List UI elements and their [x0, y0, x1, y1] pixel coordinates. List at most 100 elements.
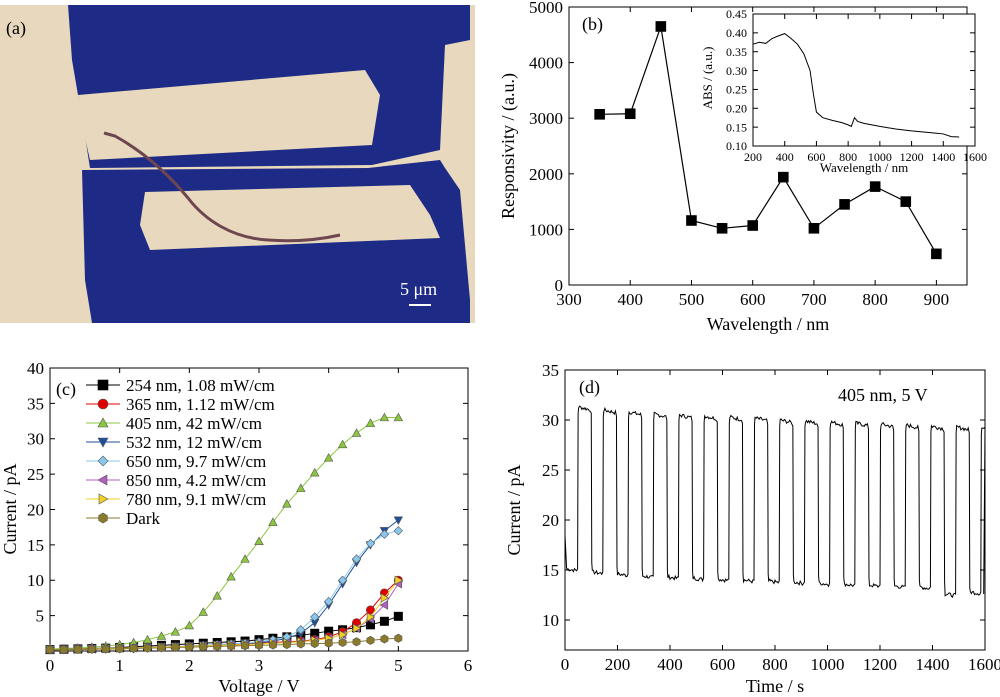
- panel-c-point: [184, 620, 195, 630]
- panel-c-point: [170, 627, 181, 636]
- panel-c-point: [324, 638, 333, 648]
- panel-c-ytick-label: 10: [27, 571, 44, 590]
- panel-c-point: [351, 554, 362, 564]
- panel-c-point: [393, 412, 404, 422]
- panel-c-point: [393, 516, 404, 525]
- panel-c-point: [296, 639, 305, 649]
- panel-d-ytick-label: 20: [542, 511, 559, 530]
- panel-c-point: [254, 536, 264, 545]
- legend-label: 254 nm, 1.08 mW/cm: [126, 376, 275, 395]
- panel-c-ytick-label: 20: [27, 500, 44, 519]
- inset-ytick-label: 0.15: [726, 120, 747, 134]
- legend-label: 365 nm, 1.12 mW/cm: [126, 395, 275, 414]
- panel-c-xtick-label: 2: [185, 656, 194, 675]
- panel-d-xtick-label: 800: [762, 655, 788, 674]
- panel-b-xtick-label: 700: [801, 290, 827, 309]
- panel-c-series-line: [50, 583, 399, 651]
- panel-b-point: [686, 215, 697, 226]
- legend-label: 532 nm, 12 mW/cm: [126, 433, 262, 452]
- panel-b-xtick-label: 300: [556, 290, 582, 309]
- panel-c-point: [212, 590, 222, 600]
- panel-c-point: [365, 418, 376, 427]
- inset-ytick-label: 0.25: [726, 83, 747, 97]
- panel-d-ticks: 0 200 400 600 800 1000 1200 1400 1600 10 15 20 25 30 3…: [542, 361, 1000, 674]
- inset-xtick-label: 800: [839, 150, 857, 164]
- panel-c-point: [268, 517, 278, 526]
- panel-c-point: [143, 643, 152, 653]
- panel-c-point: [199, 642, 208, 652]
- inset-xtick-label: 1400: [931, 150, 955, 164]
- legend-label: 650 nm, 9.7 mW/cm: [126, 452, 266, 471]
- inset-ytick-label: 0.35: [726, 45, 747, 59]
- panel-b-ylabel: Responsivity / (a.u.): [498, 73, 519, 219]
- panel-b-ytick-label: 4000: [529, 54, 563, 73]
- panel-c-point: [129, 643, 138, 654]
- panel-b-point: [900, 196, 912, 207]
- panel-d-ytick-label: 15: [542, 561, 559, 580]
- legend-label: 850 nm, 4.2 mW/cm: [126, 471, 266, 490]
- panel-c-point: [241, 641, 250, 651]
- panel-c-point: [323, 453, 334, 462]
- inset-xtick-label: 600: [807, 150, 825, 164]
- panel-b-xtick-label: 800: [862, 290, 888, 309]
- panel-d-tag: (d): [579, 377, 600, 398]
- legend-label: 780 nm, 9.1 mW/cm: [126, 490, 266, 509]
- inset-ytick-label: 0.20: [726, 101, 747, 115]
- panel-d-plot: [564, 405, 986, 598]
- panel-c-point: [156, 631, 167, 640]
- panel-c-point: [101, 644, 110, 654]
- panel-d-ytick-label: 25: [542, 461, 559, 480]
- panel-c: (c) 0 1 2 3 4 5 6 5 10 15 20 25 30 35 40 254 nm, 1.08 …: [0, 359, 472, 696]
- panel-b-tag: (b): [582, 14, 603, 35]
- upper-gap: [78, 70, 380, 160]
- nanowire: [103, 131, 341, 243]
- inset-ytick-label: 0.40: [726, 26, 747, 40]
- panel-c-series: [45, 611, 403, 655]
- panel-c-series: [45, 526, 403, 655]
- legend-marker: [98, 512, 108, 524]
- panel-c-point: [240, 554, 250, 563]
- inset-xtick-label: 400: [776, 150, 794, 164]
- panel-c-point: [366, 612, 376, 622]
- panel-c-xtick-label: 1: [115, 656, 124, 675]
- panel-c-point: [46, 645, 54, 655]
- panel-c-point: [324, 596, 334, 607]
- panel-c-point: [379, 412, 390, 422]
- panel-b-xtick-label: 900: [924, 290, 950, 309]
- panel-c-xtick-label: 4: [324, 656, 333, 675]
- panel-c-series: [46, 633, 403, 655]
- inset-abs-line: [752, 33, 960, 138]
- panel-c-point: [310, 467, 320, 477]
- legend-label: 405 nm, 42 mW/cm: [126, 414, 262, 433]
- panel-c-point: [310, 639, 319, 649]
- panel-b-point: [839, 199, 850, 210]
- panel-d-ylabel: Current / pA: [504, 465, 524, 556]
- panel-a-tag: (a): [6, 18, 26, 39]
- panel-c-point: [365, 538, 376, 549]
- panel-b-point: [869, 181, 881, 192]
- panel-d-annotation: 405 nm, 5 V: [838, 385, 928, 405]
- panel-c-point: [338, 637, 347, 648]
- legend-marker: [97, 437, 109, 448]
- panel-c-point: [352, 623, 362, 634]
- panel-c-point: [351, 428, 362, 437]
- panel-c-point: [268, 640, 277, 650]
- panel-c-point: [296, 625, 306, 635]
- panel-c-ytick-label: 15: [27, 536, 44, 555]
- inset-ylabel: ABS / (a.u.): [700, 47, 715, 110]
- panel-d: (d) 405 nm, 5 V 0 200 400 600 800 1000 1200 140…: [504, 361, 1000, 696]
- panel-c-point: [87, 644, 96, 654]
- panel-c-point: [337, 439, 348, 449]
- panel-d-xtick-label: 1400: [916, 655, 950, 674]
- panel-a: 5 μm (a): [0, 5, 475, 323]
- panel-c-point: [115, 644, 124, 654]
- panel-d-xtick-label: 1600: [968, 655, 1000, 674]
- panel-b-point: [747, 220, 758, 231]
- panel-c-point: [379, 529, 390, 539]
- legend-marker: [97, 379, 109, 391]
- inset-ticks: 200 400 600 800 1000 1200 1400 1600 0.10 0.15 0.20…: [726, 7, 987, 164]
- inset-frame: [752, 13, 976, 147]
- panel-d-xtick-label: 1000: [811, 655, 845, 674]
- panel-d-ytick-label: 10: [542, 611, 559, 630]
- panel-d-photocurrent-trace: [564, 405, 986, 598]
